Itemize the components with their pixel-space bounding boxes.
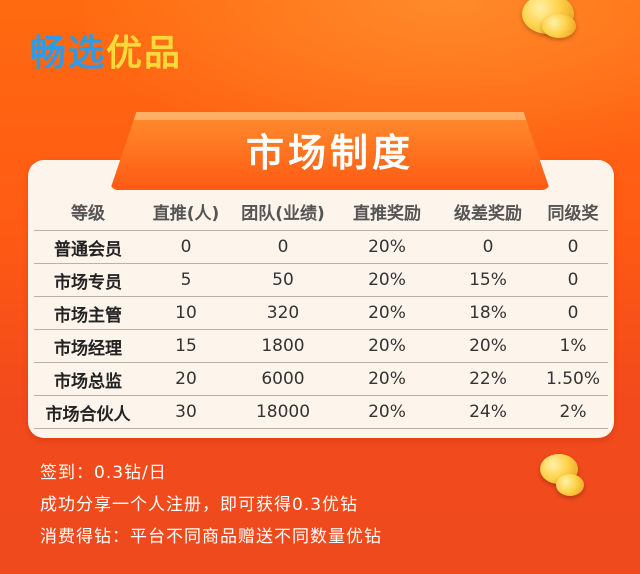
cell-level: 市场总监 [34,362,142,396]
cell-direct-reward: 20% [336,296,438,330]
header-direct: 直推(人) [152,203,220,224]
cell-peer-reward: 1.50% [538,362,608,396]
cell-team: 320 [230,296,336,330]
table-row: 市场专员 5 50 20% 15% 0 [34,263,608,297]
cell-direct-reward: 20% [336,263,438,297]
cell-peer-reward: 0 [538,296,608,330]
cell-diff-reward: 0 [438,230,538,264]
cell-direct: 30 [142,395,230,429]
cell-direct: 20 [142,362,230,396]
header-peer-reward: 同级奖 [547,203,599,224]
note-checkin: 签到：0.3钻/日 [40,463,167,483]
table-row: 市场经理 15 1800 20% 20% 1% [34,329,608,363]
header-level: 等级 [71,203,105,224]
cell-peer-reward: 1% [538,329,608,363]
table-row: 市场总监 20 6000 20% 22% 1.50% [34,362,608,396]
header-diff-reward: 级差奖励 [454,203,522,224]
cell-peer-reward: 0 [538,263,608,297]
cell-direct: 5 [142,263,230,297]
cell-team: 0 [230,230,336,264]
table-header-row: 等级 直推(人) 团队(业绩) 直推奖励 级差奖励 同级奖 [34,192,608,231]
cell-direct: 10 [142,296,230,330]
table-row: 市场主管 10 320 20% 18% 0 [34,296,608,330]
cell-level: 市场主管 [34,296,142,330]
cell-diff-reward: 22% [438,362,538,396]
title-banner [110,112,550,190]
table-row: 市场合伙人 30 18000 20% 24% 2% [34,395,608,429]
cell-direct: 0 [142,230,230,264]
cell-diff-reward: 15% [438,263,538,297]
cell-level: 市场合伙人 [34,395,142,429]
cell-direct-reward: 20% [336,362,438,396]
cell-direct: 15 [142,329,230,363]
cell-direct-reward: 20% [336,395,438,429]
header-team: 团队(业绩) [241,203,325,224]
brand-logo: 畅选优品 [30,24,182,76]
cell-level: 市场经理 [34,329,142,363]
table-row: 普通会员 0 0 20% 0 0 [34,230,608,264]
cell-diff-reward: 24% [438,395,538,429]
cell-level: 普通会员 [34,230,142,264]
cell-level: 市场专员 [34,263,142,297]
cell-team: 50 [230,263,336,297]
coin-icon [556,474,584,496]
cell-peer-reward: 0 [538,230,608,264]
note-referral: 成功分享一个人注册，即可获得0.3优钻 [40,495,359,515]
cell-team: 18000 [230,395,336,429]
section-title: 市场制度 [245,131,414,175]
header-direct-reward: 直推奖励 [353,203,421,224]
cell-peer-reward: 2% [538,395,608,429]
brand-part1: 畅选 [30,33,107,74]
rank-table: 等级 直推(人) 团队(业绩) 直推奖励 级差奖励 同级奖 普通会员 0 0 2… [34,192,608,429]
cell-diff-reward: 18% [438,296,538,330]
brand-part2: 优品 [106,33,183,74]
cell-direct-reward: 20% [336,230,438,264]
cell-team: 1800 [230,329,336,363]
cell-team: 6000 [230,362,336,396]
note-consumption: 消费得钻：平台不同商品赠送不同数量优钻 [40,527,382,547]
cell-direct-reward: 20% [336,329,438,363]
coin-icon [542,14,576,38]
cell-diff-reward: 20% [438,329,538,363]
